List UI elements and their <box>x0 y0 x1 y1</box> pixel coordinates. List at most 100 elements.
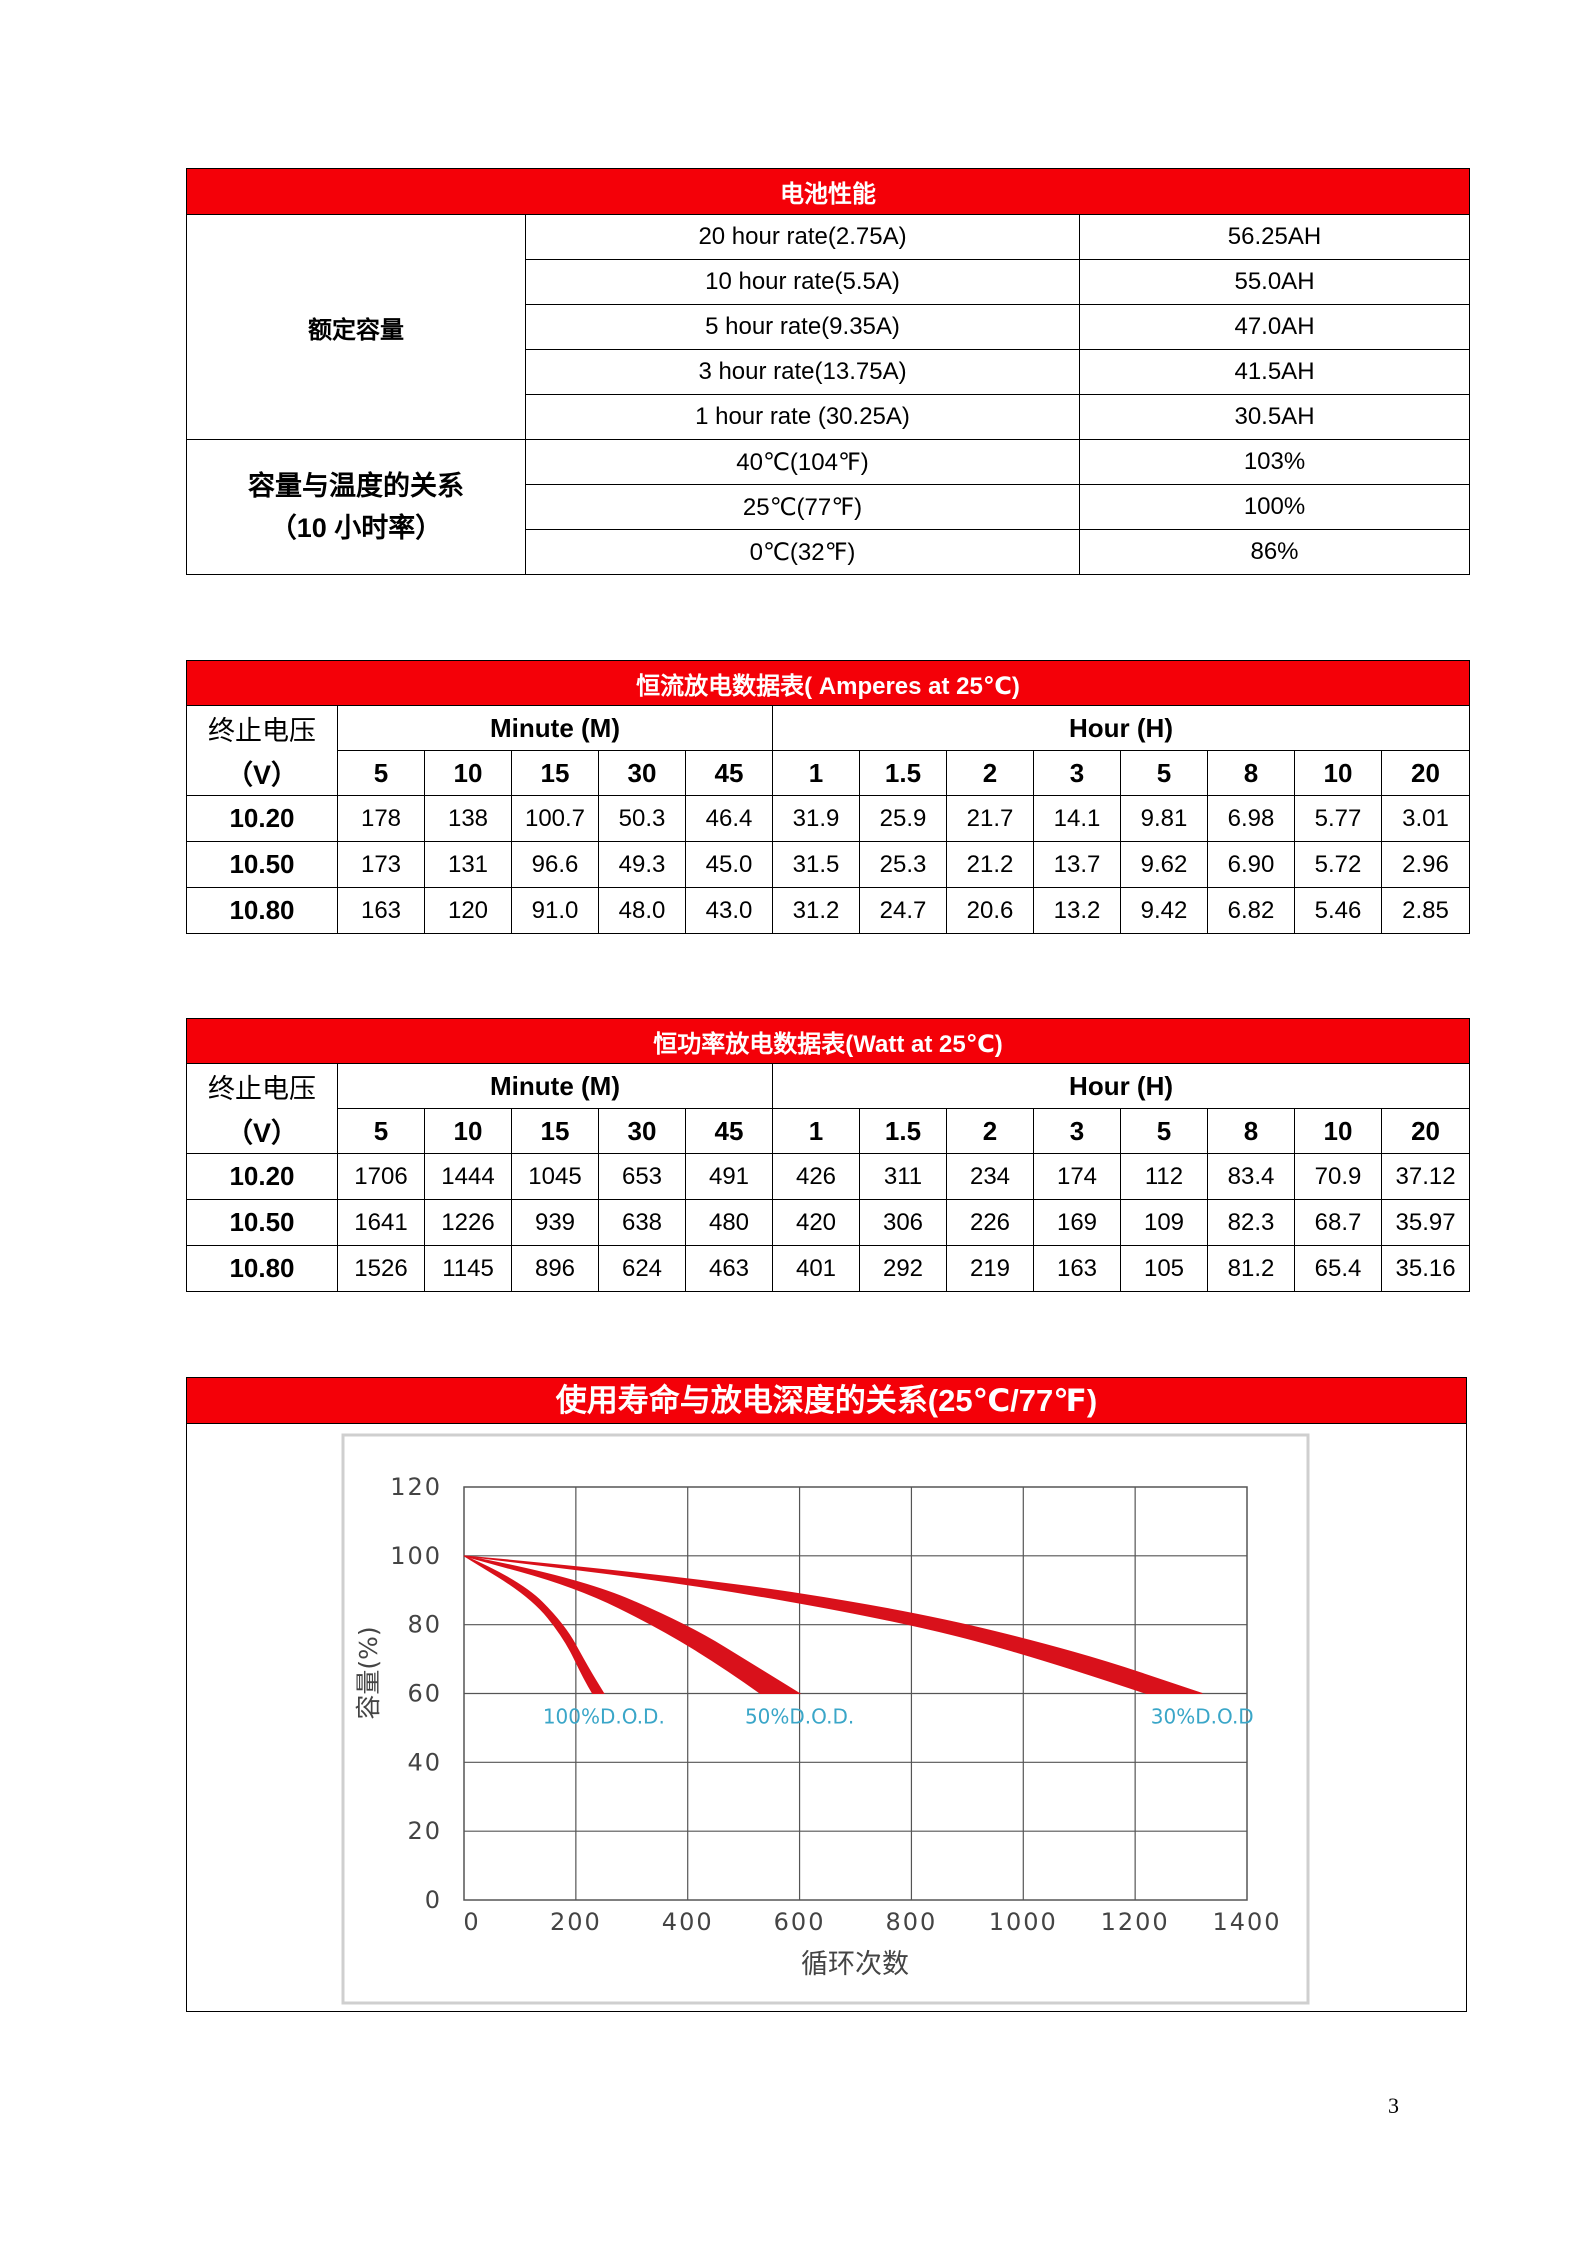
time-column-header: 45 <box>685 1108 773 1154</box>
time-column-header: 5 <box>1120 750 1208 796</box>
data-cell: 24.7 <box>859 887 947 934</box>
hour-header: Hour (H) <box>771 1063 1471 1109</box>
data-cell: 173 <box>337 841 425 888</box>
end-voltage-value: 10.20 <box>186 795 338 842</box>
x-tick-label: 1400 <box>1212 1908 1281 1936</box>
time-column-header: 10 <box>1294 750 1382 796</box>
capacity-cell: 56.25AH <box>1078 214 1471 260</box>
y-tick-label: 120 <box>390 1473 442 1501</box>
constant-power-table: 恒功率放电数据表(Watt at 25℃) 终止电压 Minute (M) Ho… <box>185 1018 1471 1292</box>
time-column-header: 20 <box>1380 750 1471 796</box>
data-cell: 45.0 <box>685 841 773 888</box>
data-cell: 31.9 <box>772 795 860 842</box>
data-cell: 70.9 <box>1294 1153 1382 1200</box>
time-column-header: 10 <box>424 750 512 796</box>
page-number: 3 <box>1388 2093 1399 2118</box>
data-cell: 65.4 <box>1294 1245 1382 1292</box>
rate-cell: 10 hour rate(5.5A) <box>525 259 1080 305</box>
chart-ticks: 0 200 400 600 800 1000 1200 1400 0 20 40 60 80 100 120 <box>390 1473 1281 1936</box>
temperature-relation-label-line2: （10 小时率） <box>269 513 443 543</box>
data-cell: 1444 <box>424 1153 512 1200</box>
hour-header: Hour (H) <box>771 705 1471 751</box>
data-cell: 3.01 <box>1380 795 1471 842</box>
data-cell: 91.0 <box>511 887 599 934</box>
capacity-cell: 47.0AH <box>1078 304 1471 350</box>
cycle-life-title: 使用寿命与放电深度的关系(25℃/77℉) <box>187 1378 1466 1424</box>
battery-performance-section: 电池性能 额定容量 20 hour rate(2.75A) 56.25AH 10… <box>185 168 1471 575</box>
data-cell: 6.98 <box>1207 795 1295 842</box>
data-cell: 401 <box>772 1245 860 1292</box>
voltage-unit-label: （V） <box>186 750 338 796</box>
temperature-cell: 0℃(32℉) <box>525 529 1080 575</box>
time-column-header: 3 <box>1033 1108 1121 1154</box>
time-column-header: 3 <box>1033 750 1121 796</box>
x-axis-title: 循环次数 <box>801 1949 909 1980</box>
time-column-header: 20 <box>1380 1108 1471 1154</box>
y-tick-label: 0 <box>425 1886 442 1914</box>
time-column-header: 5 <box>337 750 425 796</box>
chart-areas <box>463 1555 1203 1694</box>
data-cell: 6.82 <box>1207 887 1295 934</box>
time-column-header: 5 <box>1120 1108 1208 1154</box>
rate-cell: 3 hour rate(13.75A) <box>525 349 1080 395</box>
time-column-header: 1.5 <box>859 1108 947 1154</box>
chart-series-labels: 100%D.O.D. 50%D.O.D. 30%D.O.D <box>543 1705 1254 1729</box>
time-column-header: 8 <box>1207 1108 1295 1154</box>
table-row: 10.20 178 138 100.7 50.3 46.4 31.9 25.9 … <box>186 795 1471 842</box>
y-tick-label: 20 <box>407 1817 442 1845</box>
minute-header: Minute (M) <box>337 1063 773 1109</box>
data-cell: 31.5 <box>772 841 860 888</box>
data-cell: 6.90 <box>1207 841 1295 888</box>
data-cell: 5.72 <box>1294 841 1382 888</box>
data-cell: 20.6 <box>946 887 1034 934</box>
data-cell: 25.3 <box>859 841 947 888</box>
time-column-header: 30 <box>598 1108 686 1154</box>
data-cell: 163 <box>337 887 425 934</box>
end-voltage-value: 10.80 <box>186 887 338 934</box>
time-column-header: 45 <box>685 750 773 796</box>
time-column-header: 1 <box>772 1108 860 1154</box>
time-column-header: 1.5 <box>859 750 947 796</box>
temperature-relation-label-line1: 容量与温度的关系 <box>248 471 464 501</box>
x-tick-label: 200 <box>550 1908 602 1936</box>
data-cell: 624 <box>598 1245 686 1292</box>
rate-cell: 1 hour rate (30.25A) <box>525 394 1080 440</box>
data-cell: 1145 <box>424 1245 512 1292</box>
voltage-unit-label: （V） <box>186 1108 338 1154</box>
constant-power-section: 恒功率放电数据表(Watt at 25℃) 终止电压 Minute (M) Ho… <box>185 1018 1471 1292</box>
end-voltage-label: 终止电压 <box>186 705 338 751</box>
time-column-header: 10 <box>1294 1108 1382 1154</box>
data-cell: 46.4 <box>685 795 773 842</box>
battery-performance-title: 电池性能 <box>185 168 1471 215</box>
data-cell: 13.7 <box>1033 841 1121 888</box>
time-column-header: 2 <box>946 750 1034 796</box>
dod-label: 100%D.O.D. <box>543 1705 665 1729</box>
x-tick-label: 800 <box>886 1908 938 1936</box>
data-cell: 48.0 <box>598 887 686 934</box>
data-cell: 2.85 <box>1380 887 1471 934</box>
data-cell: 49.3 <box>598 841 686 888</box>
x-tick-label: 400 <box>662 1908 714 1936</box>
temperature-capacity-cell: 86% <box>1078 529 1471 575</box>
data-cell: 638 <box>598 1199 686 1246</box>
y-tick-label: 60 <box>407 1680 442 1708</box>
data-cell: 112 <box>1120 1153 1208 1200</box>
data-cell: 82.3 <box>1207 1199 1295 1246</box>
data-cell: 178 <box>337 795 425 842</box>
data-cell: 5.46 <box>1294 887 1382 934</box>
data-cell: 83.4 <box>1207 1153 1295 1200</box>
data-cell: 68.7 <box>1294 1199 1382 1246</box>
x-tick-label: 0 <box>463 1908 480 1936</box>
data-cell: 491 <box>685 1153 773 1200</box>
data-cell: 13.2 <box>1033 887 1121 934</box>
data-cell: 226 <box>946 1199 1034 1246</box>
chart-frame <box>341 1433 1310 2005</box>
data-cell: 5.77 <box>1294 795 1382 842</box>
temperature-capacity-cell: 100% <box>1078 484 1471 530</box>
data-cell: 120 <box>424 887 512 934</box>
data-cell: 163 <box>1033 1245 1121 1292</box>
data-cell: 2.96 <box>1380 841 1471 888</box>
data-cell: 35.16 <box>1380 1245 1471 1292</box>
rate-cell: 20 hour rate(2.75A) <box>525 214 1080 260</box>
data-cell: 1641 <box>337 1199 425 1246</box>
